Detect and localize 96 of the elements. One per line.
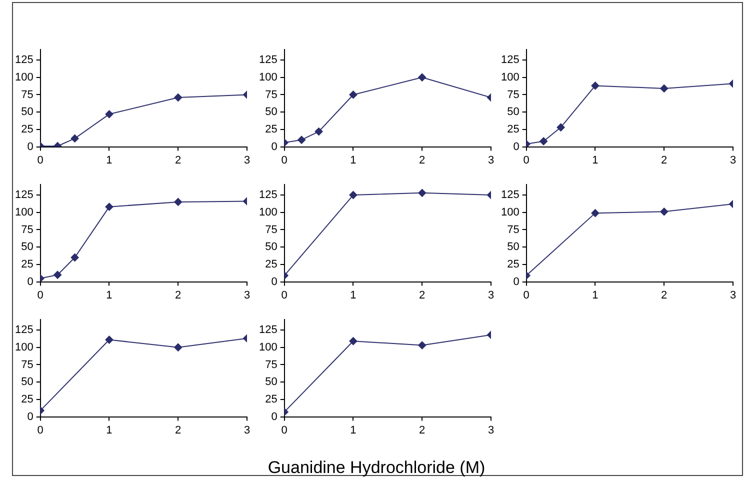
x-tick-label: 1 bbox=[592, 289, 598, 302]
x-tick-label: 2 bbox=[175, 289, 182, 302]
y-tick-label: 25 bbox=[265, 258, 278, 270]
y-tick-label: 100 bbox=[258, 206, 278, 218]
x-tick-label: 0 bbox=[281, 424, 288, 436]
y-tick-label: 75 bbox=[21, 224, 34, 236]
point bbox=[54, 270, 62, 279]
y-tick-label: 100 bbox=[14, 206, 34, 218]
point bbox=[314, 128, 323, 136]
text: Guanidine Hydrochloride (M) bbox=[266, 458, 486, 478]
point bbox=[660, 84, 668, 92]
x-tick-label: 0 bbox=[523, 289, 530, 302]
y-tick-label: 75 bbox=[507, 88, 520, 101]
y-tick-label: 100 bbox=[258, 341, 278, 354]
x-tick-label: 0 bbox=[37, 154, 44, 166]
y-tick-label: 125 bbox=[500, 189, 520, 202]
point bbox=[70, 134, 79, 142]
x-tick-label: 1 bbox=[106, 289, 112, 302]
y-tick-label: 125 bbox=[258, 324, 278, 336]
point bbox=[70, 254, 79, 262]
y-tick-label: 100 bbox=[500, 206, 520, 218]
y-tick-label: 75 bbox=[265, 88, 278, 101]
point bbox=[174, 94, 182, 102]
x-tick-label: 2 bbox=[419, 424, 426, 436]
y-tick-label: 0 bbox=[271, 276, 278, 288]
x-tick-label: 3 bbox=[244, 154, 250, 166]
y-tick-label: 100 bbox=[258, 71, 278, 84]
y-tick-label: 0 bbox=[27, 140, 34, 153]
point bbox=[105, 202, 114, 211]
y-tick-label: 125 bbox=[500, 54, 520, 66]
x-tick-label: 0 bbox=[281, 289, 288, 302]
x-tick-label: 2 bbox=[175, 424, 182, 436]
x-tick-label: 1 bbox=[592, 154, 598, 166]
y-tick-label: 50 bbox=[507, 106, 520, 118]
y-tick-label: 50 bbox=[265, 241, 278, 254]
y-tick-label: 0 bbox=[271, 140, 278, 153]
x-tick-label: 3 bbox=[730, 289, 736, 302]
y-tick-label: 0 bbox=[513, 276, 520, 288]
x-tick-label: 3 bbox=[488, 289, 494, 302]
y-tick-label: 100 bbox=[14, 71, 34, 84]
y-tick-label: 125 bbox=[258, 189, 278, 202]
x-tick-label: 0 bbox=[281, 154, 288, 166]
y-tick-label: 25 bbox=[507, 123, 520, 136]
x-tick-label: 1 bbox=[106, 424, 112, 436]
y-tick-label: 25 bbox=[21, 258, 34, 270]
x-tick-label: 1 bbox=[106, 154, 112, 166]
y-tick-label: 25 bbox=[265, 393, 278, 406]
y-tick-label: 75 bbox=[21, 358, 34, 371]
y-tick-label: 125 bbox=[258, 54, 278, 66]
y-tick-label: 25 bbox=[21, 393, 34, 406]
x-tick-label: 3 bbox=[730, 154, 736, 166]
y-tick-label: 100 bbox=[500, 71, 520, 84]
y-tick-label: 50 bbox=[21, 241, 34, 254]
x-tick-label: 2 bbox=[661, 289, 668, 302]
x-tick-label: 1 bbox=[350, 154, 356, 166]
point bbox=[540, 137, 548, 146]
point bbox=[556, 123, 565, 132]
x-tick-label: 2 bbox=[175, 154, 182, 166]
y-tick-label: 50 bbox=[265, 106, 278, 118]
y-tick-label: 0 bbox=[27, 276, 34, 288]
x-tick-label: 0 bbox=[37, 289, 44, 302]
y-tick-label: 50 bbox=[507, 241, 520, 254]
x-tick-label: 0 bbox=[523, 154, 530, 166]
y-tick-label: 75 bbox=[265, 224, 278, 236]
point bbox=[349, 90, 358, 99]
point bbox=[298, 136, 306, 144]
y-tick-label: 50 bbox=[21, 376, 34, 388]
point bbox=[105, 110, 114, 118]
x-tick-label: 3 bbox=[488, 154, 494, 166]
point bbox=[174, 198, 182, 206]
y-tick-label: 0 bbox=[513, 140, 520, 153]
y-tick-label: 50 bbox=[21, 106, 34, 118]
x-tick-label: 2 bbox=[419, 289, 426, 302]
y-tick-label: 50 bbox=[265, 376, 278, 388]
x-tick-label: 1 bbox=[350, 424, 356, 436]
y-tick-label: 75 bbox=[507, 224, 520, 236]
point bbox=[418, 73, 426, 82]
y-tick-label: 25 bbox=[507, 258, 520, 270]
y-tick-label: 125 bbox=[14, 324, 34, 336]
y-tick-label: 25 bbox=[21, 123, 34, 136]
point bbox=[591, 82, 600, 90]
y-tick-label: 0 bbox=[27, 410, 34, 423]
x-tick-label: 2 bbox=[419, 154, 426, 166]
y-tick-label: 0 bbox=[271, 410, 278, 423]
x-tick-label: 3 bbox=[244, 289, 250, 302]
y-tick-label: 125 bbox=[14, 189, 34, 202]
y-tick-label: 100 bbox=[14, 341, 34, 354]
y-tick-label: 75 bbox=[265, 358, 278, 371]
x-tick-label: 1 bbox=[350, 289, 356, 302]
x-tick-label: 0 bbox=[37, 424, 44, 436]
x-tick-label: 2 bbox=[661, 154, 668, 166]
x-tick-label: 3 bbox=[488, 424, 494, 436]
x-tick-label: 3 bbox=[244, 424, 250, 436]
y-tick-label: 75 bbox=[21, 88, 34, 101]
y-tick-label: 125 bbox=[14, 54, 34, 66]
y-tick-label: 25 bbox=[265, 123, 278, 136]
